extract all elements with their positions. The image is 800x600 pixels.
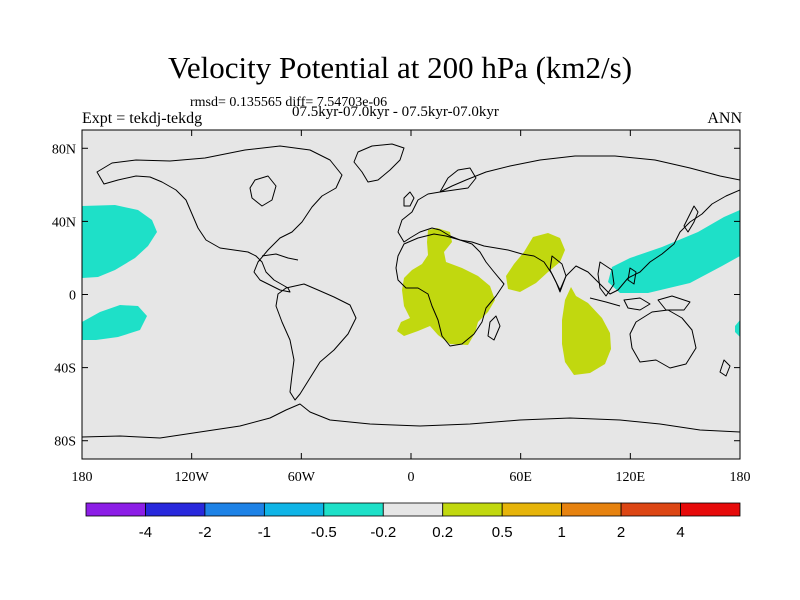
lon-tick-label: 180: [730, 470, 751, 485]
lon-tick-label: 120W: [175, 470, 210, 485]
colorbar-label: -1: [258, 524, 271, 541]
colorbar-swatch: [85, 502, 146, 517]
plot-title: Velocity Potential at 200 hPa (km2/s): [167, 50, 633, 85]
latitude-axis: 80N 40N 0 40S 80S: [52, 142, 740, 450]
negative-anomaly-north-pacific: [82, 205, 157, 278]
lat-tick-label: 80N: [52, 142, 76, 157]
period-label: 07.5kyr-07.0kyr - 07.5kyr-07.0kyr: [292, 104, 499, 120]
colorbar-swatch: [620, 502, 681, 517]
colorbar-label: 0.5: [492, 524, 513, 541]
negative-anomaly-dateline-east: [735, 320, 740, 337]
lat-tick-label: 80S: [54, 435, 76, 450]
colorbar-label: -0.2: [370, 524, 396, 541]
lat-tick-label: 40S: [54, 362, 76, 377]
lat-tick-label: 0: [69, 289, 76, 304]
colorbar-swatch: [561, 502, 622, 517]
negative-anomaly-south-pacific: [82, 305, 147, 340]
colorbar-label: 1: [557, 524, 565, 541]
colorbar-swatch: [442, 502, 503, 517]
colorbar: -4 -2 -1 -0.5 -0.2 0.2 0.5 1 2 4: [85, 502, 741, 541]
colorbar-label: 2: [617, 524, 625, 541]
rmsd-stats: rmsd= 0.135565 diff= 7.54703e-06: [190, 95, 388, 110]
colorbar-swatch: [145, 502, 206, 517]
colorbar-label: 0.2: [432, 524, 453, 541]
positive-anomaly-arabian-sea: [506, 233, 565, 292]
negative-anomaly-west-pacific: [608, 210, 740, 293]
colorbar-label: -0.5: [311, 524, 337, 541]
coastlines: [82, 143, 740, 439]
season-label: ANN: [707, 110, 742, 127]
lat-tick-label: 40N: [52, 215, 76, 230]
longitude-axis: 180 120W 60W 0 60E 120E 180: [72, 130, 751, 485]
colorbar-swatch: [501, 502, 563, 517]
lon-tick-label: 180: [72, 470, 93, 485]
lon-tick-label: 120E: [616, 470, 646, 485]
colorbar-label: -4: [139, 524, 152, 541]
experiment-label: Expt = tekdj-tekdg: [82, 110, 203, 127]
lon-tick-label: 0: [408, 470, 415, 485]
colorbar-swatch: [204, 502, 265, 517]
lon-tick-label: 60E: [509, 470, 532, 485]
anomaly-contours: [82, 205, 740, 375]
colorbar-swatch: [263, 502, 325, 517]
colorbar-label: -2: [198, 524, 211, 541]
colorbar-swatch: [323, 502, 384, 517]
positive-anomaly-indian-ocean: [562, 287, 611, 375]
colorbar-swatch: [680, 502, 741, 517]
colorbar-swatch: [382, 502, 444, 517]
colorbar-label: 4: [676, 524, 684, 541]
positive-anomaly-africa: [397, 228, 495, 345]
lon-tick-label: 60W: [288, 470, 316, 485]
